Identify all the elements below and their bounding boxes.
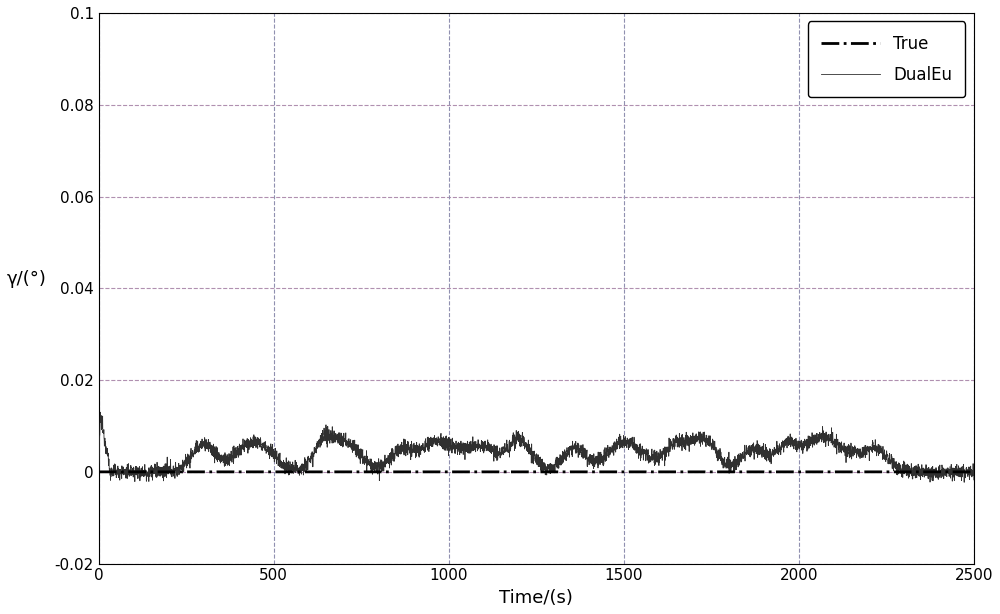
DualEu — [618, 432, 630, 439]
DualEu — [94, 408, 106, 416]
X-axis label: Time/(s): Time/(s) — [499, 589, 573, 607]
DualEu — [812, 437, 824, 444]
Legend: True, DualEu: True, DualEu — [808, 21, 965, 97]
DualEu — [662, 445, 674, 453]
DualEu — [252, 438, 264, 446]
DualEu — [958, 478, 970, 486]
Line: DualEu: DualEu — [99, 412, 974, 482]
True — [746, 468, 758, 475]
True — [968, 468, 980, 475]
Y-axis label: γ/(°): γ/(°) — [7, 270, 47, 289]
DualEu — [746, 449, 758, 456]
True — [812, 468, 824, 475]
True — [252, 468, 264, 475]
DualEu — [968, 476, 980, 483]
True — [93, 468, 105, 475]
True — [427, 468, 439, 475]
True — [662, 468, 674, 475]
DualEu — [93, 469, 105, 476]
DualEu — [427, 437, 439, 444]
True — [618, 468, 630, 475]
